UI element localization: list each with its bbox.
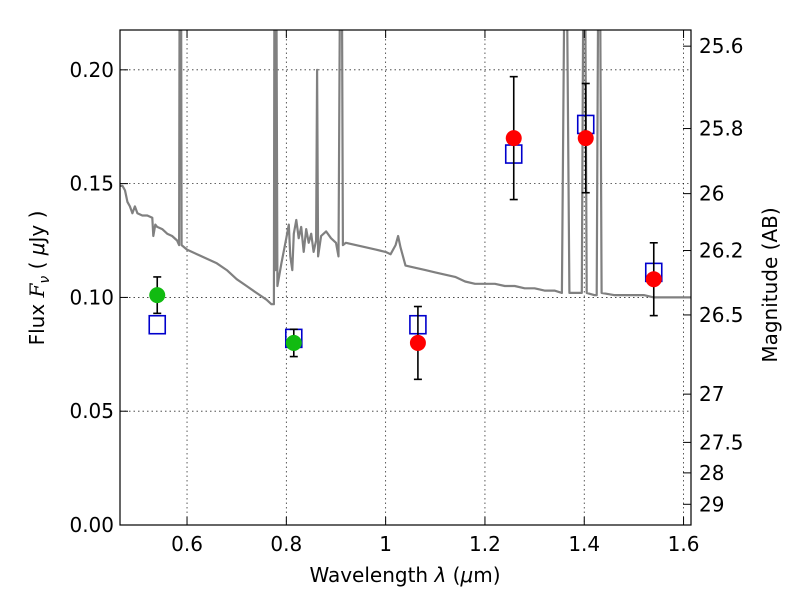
grid-lines [120,30,691,526]
y-tick-label: 0.15 [69,172,114,196]
plot-frame [119,29,692,526]
y2-tick-label: 29 [699,492,724,516]
y2-axis-label: Magnitude (AB) [758,207,782,362]
y2-tick-label: 26 [699,182,724,206]
y-tick-label: 0.00 [69,513,114,537]
y-axis-label: Flux Fν ( μJy ) [25,211,53,346]
y2-tick-label: 26.2 [699,239,744,263]
observed-flux-point [645,271,662,288]
x-tick-label: 1 [379,532,392,556]
observed-flux-point [285,334,302,351]
y2-tick-label: 27.5 [699,430,744,454]
x-tick-label: 0.6 [171,532,203,556]
observed-flux-point [409,334,426,351]
y2-tick-label: 28 [699,461,724,485]
y2-tick-label: 26.5 [699,303,744,327]
y-tick-label: 0.05 [69,399,114,423]
x-tick-label: 0.8 [270,532,302,556]
x-tick-label: 1.4 [568,532,600,556]
y2-tick-labels: 25.6 25.8 26 26.2 26.5 27 27.5 28 29 [699,34,744,516]
observed-flux-point [505,130,522,147]
spectrum-layer [120,30,691,306]
y2-tick-label: 25.8 [699,117,744,141]
x-axis-label: Wavelength λ (μm) [309,563,500,587]
marker-layer [148,75,663,381]
model-flux-square [148,314,167,335]
y-tick-label: 0.20 [69,58,114,82]
y-tick-label: 0.10 [69,285,114,309]
y2-tick-label: 25.6 [699,34,744,58]
tick-marks [120,30,691,526]
spectrum-line [120,30,691,306]
x-tick-label: 1.6 [668,532,700,556]
observed-flux-point [577,130,594,147]
observed-flux-point [149,287,166,304]
y-tick-labels: 0.00 0.05 0.10 0.15 0.20 [69,58,114,537]
y2-tick-label: 27 [699,382,724,406]
x-tick-label: 1.2 [469,532,501,556]
x-tick-labels: 0.6 0.8 1 1.2 1.4 1.6 [171,532,699,556]
